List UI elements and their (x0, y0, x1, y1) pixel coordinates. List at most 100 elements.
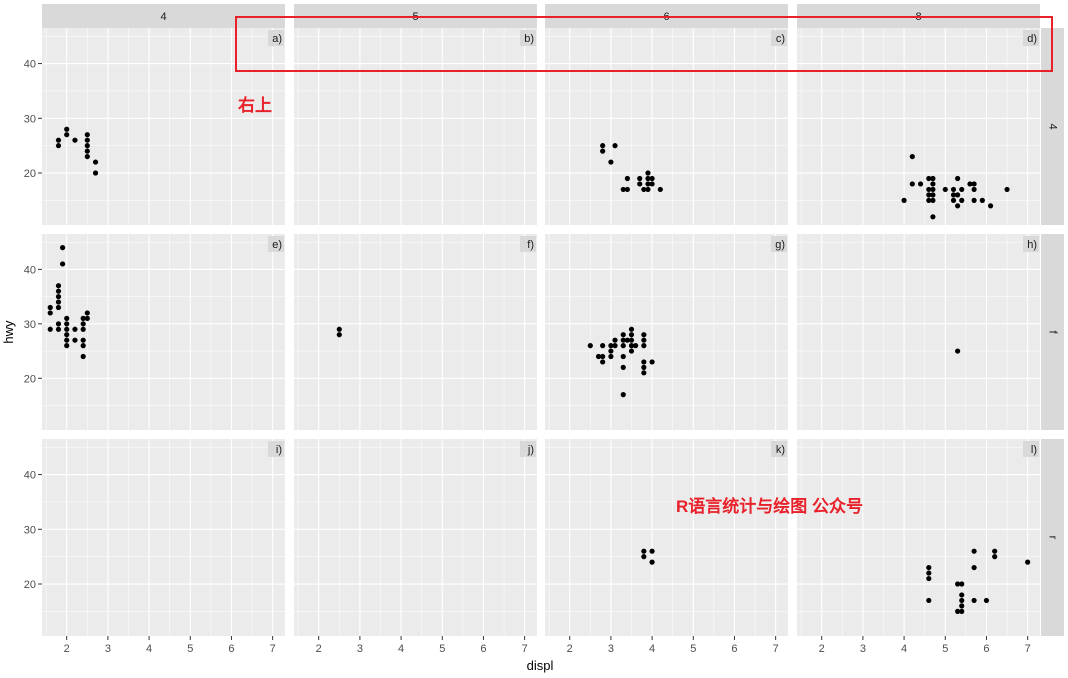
data-point (624, 186, 630, 193)
y-tick-label: 20 (24, 579, 36, 591)
data-point (620, 343, 626, 349)
data-point (959, 186, 965, 193)
data-point (608, 348, 614, 354)
data-point (55, 294, 62, 300)
data-point (59, 245, 66, 251)
data-point (84, 153, 90, 160)
data-point (620, 337, 626, 343)
y-tick-label: 40 (24, 264, 36, 276)
data-point (72, 337, 78, 343)
data-point (55, 143, 62, 149)
data-point (641, 186, 647, 193)
data-point (84, 148, 90, 154)
data-point (55, 304, 62, 311)
data-point (628, 343, 635, 349)
data-point (55, 299, 62, 305)
data-point (959, 592, 965, 598)
data-point (608, 343, 614, 349)
data-point (633, 343, 639, 349)
data-point (587, 343, 593, 349)
data-point (620, 186, 626, 193)
data-point (955, 608, 961, 614)
panel-tag: f) (527, 239, 534, 251)
data-point (84, 310, 90, 316)
data-point (336, 332, 342, 338)
y-axis-title: hwy (1, 320, 16, 344)
row-strip (1041, 28, 1064, 225)
data-point (926, 186, 932, 193)
data-point (64, 321, 70, 327)
data-point (641, 548, 647, 554)
data-point (926, 197, 932, 203)
x-tick-label: 5 (690, 643, 696, 655)
data-point (612, 143, 618, 149)
data-point (649, 359, 655, 365)
panel-tag-box (771, 441, 787, 457)
data-point (55, 321, 62, 327)
data-point (55, 137, 62, 143)
data-point (637, 175, 643, 182)
panel-background (797, 234, 1040, 430)
panel-tag-box (771, 236, 787, 252)
x-tick-label: 6 (228, 643, 234, 655)
panel-background (545, 439, 788, 636)
data-point (971, 564, 977, 571)
x-tick-label: 4 (146, 643, 152, 655)
data-point (959, 608, 965, 614)
panel-background (545, 28, 788, 225)
x-tick-label: 4 (649, 643, 655, 655)
panel-tag-box (1023, 236, 1039, 252)
data-point (600, 148, 606, 154)
x-tick-label: 6 (731, 643, 737, 655)
data-point (80, 353, 86, 360)
panel-tag: l) (1031, 444, 1037, 456)
x-tick-label: 3 (860, 643, 866, 655)
x-tick-label: 3 (105, 643, 111, 655)
row-strip-label: r (1047, 536, 1059, 540)
y-tick-label: 30 (24, 524, 36, 536)
x-tick-label: 5 (942, 643, 948, 655)
data-point (641, 364, 647, 370)
x-tick-label: 5 (187, 643, 193, 655)
row-strip-label: f (1047, 330, 1059, 334)
panel-tag-box (520, 236, 536, 252)
data-point (926, 575, 932, 582)
data-point (612, 337, 618, 343)
x-tick-label: 7 (773, 643, 779, 655)
data-point (649, 175, 655, 182)
data-point (80, 337, 86, 343)
data-point (55, 283, 62, 289)
data-point (992, 554, 998, 560)
data-point (930, 175, 936, 182)
data-point (624, 337, 630, 343)
corner-annotation: 右上 (238, 95, 272, 115)
panel-background (294, 234, 537, 430)
data-point (55, 326, 62, 332)
data-point (909, 153, 915, 160)
data-point (955, 192, 961, 198)
data-point (955, 581, 961, 587)
data-point (649, 548, 655, 554)
data-point (959, 581, 965, 587)
x-tick-label: 3 (357, 643, 363, 655)
data-point (84, 315, 90, 321)
data-point (950, 186, 957, 193)
data-point (950, 192, 957, 198)
data-point (930, 197, 936, 203)
x-tick-label: 7 (1025, 643, 1031, 655)
data-point (1004, 186, 1010, 193)
data-point (930, 192, 936, 198)
panel-tag: a) (272, 33, 282, 45)
x-tick-label: 7 (522, 643, 528, 655)
data-point (628, 337, 635, 343)
data-point (637, 181, 643, 187)
data-point (649, 181, 655, 187)
panel-tag-box (268, 441, 284, 457)
data-point (926, 570, 932, 576)
data-point (84, 132, 90, 138)
data-point (971, 181, 977, 187)
data-point (959, 603, 965, 609)
data-point (620, 364, 626, 370)
data-point (624, 175, 630, 182)
y-tick-label: 30 (24, 319, 36, 331)
